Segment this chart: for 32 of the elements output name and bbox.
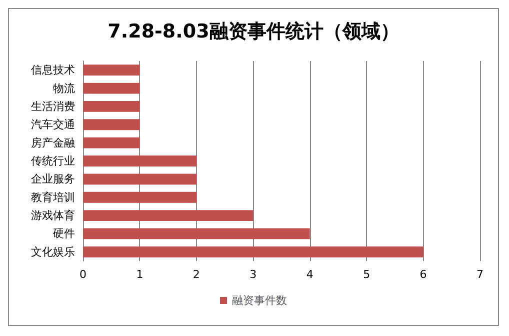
- y-tick-label: 信息技术: [31, 64, 75, 77]
- bar: [83, 137, 140, 148]
- y-tick-label: 文化娱乐: [31, 245, 75, 258]
- bar: [83, 101, 140, 112]
- chart-title: 7.28-8.03融资事件统计（领域）: [108, 20, 400, 42]
- bar: [83, 192, 196, 203]
- x-tick-label: 2: [192, 268, 200, 281]
- x-tick-label: 1: [136, 268, 144, 281]
- y-tick-label: 生活消费: [31, 100, 75, 113]
- y-tick-label: 教育培训: [31, 190, 75, 204]
- y-tick-label: 传统行业: [31, 154, 75, 168]
- x-tick-label: 3: [250, 268, 257, 281]
- y-tick-label: 企业服务: [31, 172, 75, 186]
- x-tick-label: 4: [306, 268, 314, 281]
- bar: [83, 210, 254, 221]
- x-tick-label: 5: [363, 268, 370, 281]
- bar: [83, 228, 310, 240]
- bar: [83, 64, 140, 76]
- y-tick-label: 物流: [53, 82, 75, 95]
- x-tick-label: 6: [420, 268, 427, 281]
- bar: [83, 174, 196, 185]
- bar: [83, 82, 140, 94]
- y-tick-label: 汽车交通: [31, 118, 75, 132]
- bar: [83, 246, 424, 258]
- bar: [83, 119, 140, 130]
- x-tick-label: 7: [476, 268, 484, 281]
- y-tick-label: 房产金融: [31, 136, 75, 150]
- legend-label: 融资事件数: [232, 294, 287, 307]
- x-tick-label: 0: [80, 268, 86, 281]
- y-tick-label: 硬件: [53, 227, 75, 240]
- bar: [83, 156, 196, 166]
- y-tick-label: 游戏体育: [31, 209, 75, 222]
